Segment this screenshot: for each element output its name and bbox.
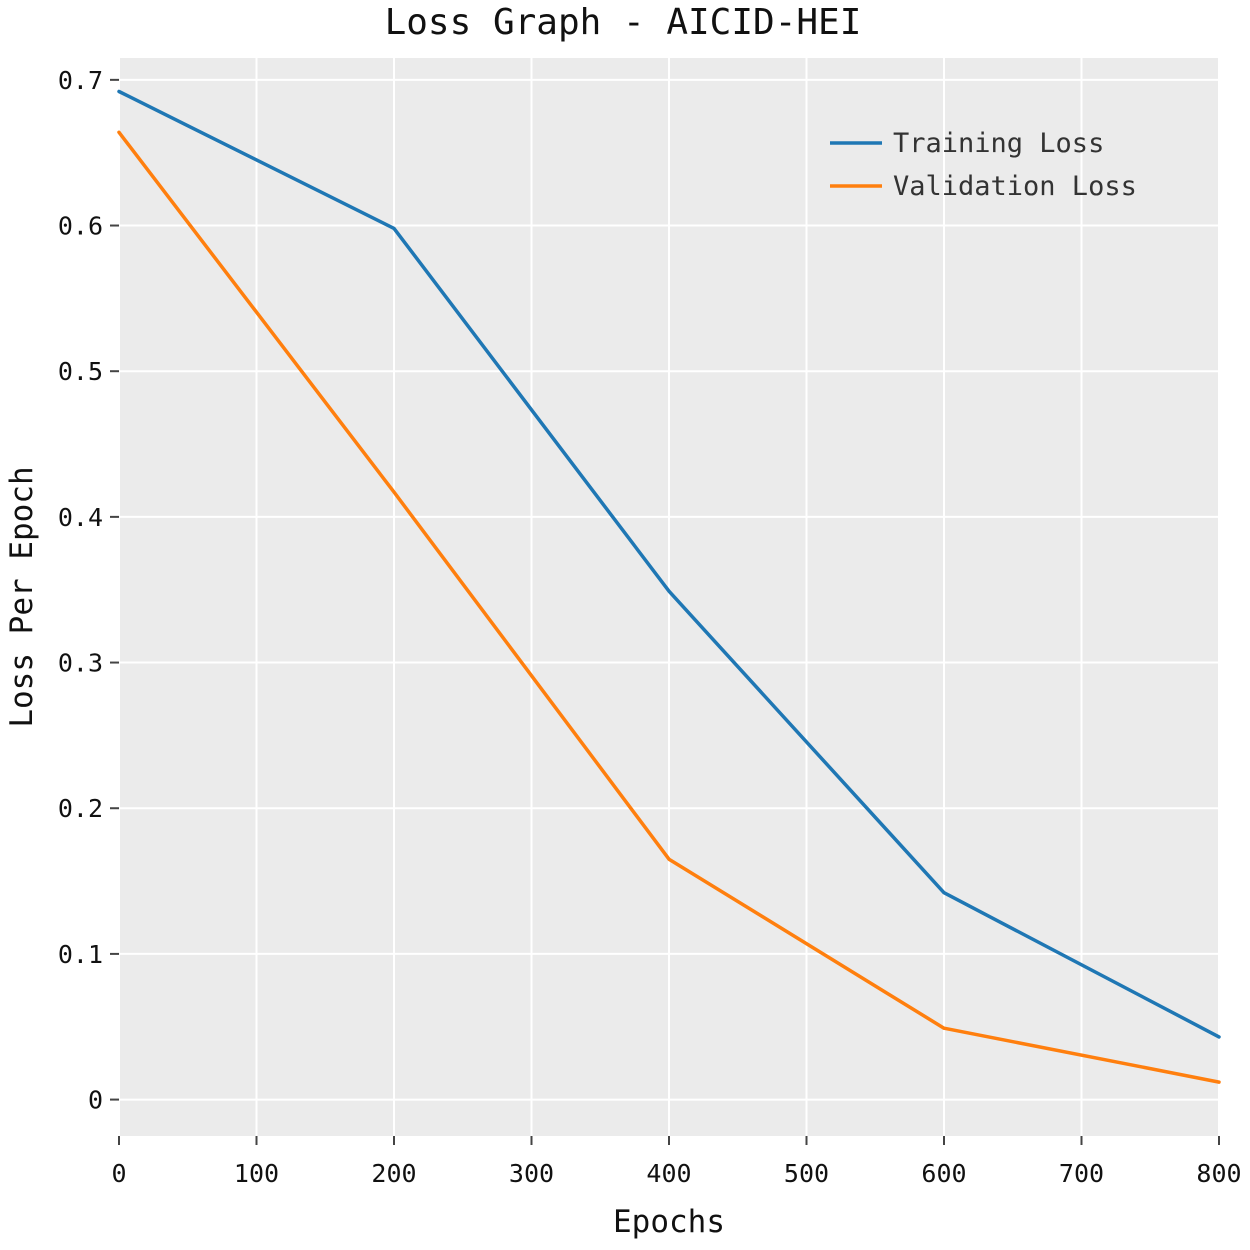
- y-tick-label: 0: [88, 1086, 103, 1115]
- axes: 0 100 200 300 400 500 600 700 800 0 0.1 0.2 0.3 0.4 0.…: [58, 66, 1242, 1188]
- data-point: [942, 1026, 946, 1030]
- data-point: [1217, 1080, 1221, 1084]
- data-point: [117, 130, 121, 134]
- data-point: [667, 589, 671, 593]
- data-point: [392, 490, 396, 494]
- data-point: [1217, 1035, 1221, 1039]
- series-lines: [117, 89, 1221, 1084]
- legend-label: Validation Loss: [893, 171, 1137, 202]
- x-tick-label: 300: [509, 1159, 554, 1188]
- grid: [118, 58, 1220, 1136]
- x-tick-label: 700: [1059, 1159, 1104, 1188]
- legend: Training Loss Validation Loss: [830, 128, 1137, 202]
- y-tick-label: 0.4: [58, 503, 103, 532]
- y-tick-label: 0.3: [58, 649, 103, 678]
- data-point: [667, 857, 671, 861]
- chart-title: Loss Graph - AICID-HEI: [385, 2, 862, 43]
- y-tick-label: 0.7: [58, 66, 103, 95]
- data-point: [942, 891, 946, 895]
- x-tick-label: 800: [1196, 1159, 1241, 1188]
- x-tick-label: 100: [234, 1159, 279, 1188]
- x-tick-label: 0: [111, 1159, 126, 1188]
- data-point: [117, 90, 121, 94]
- data-point: [392, 226, 396, 230]
- x-tick-label: 500: [784, 1159, 829, 1188]
- x-tick-label: 200: [371, 1159, 416, 1188]
- x-tick-label: 400: [646, 1159, 691, 1188]
- y-tick-label: 0.1: [58, 940, 103, 969]
- y-axis-title: Loss Per Epoch: [4, 466, 40, 727]
- y-tick-label: 0.2: [58, 794, 103, 823]
- y-tick-label: 0.6: [58, 212, 103, 241]
- x-axis-title: Epochs: [613, 1204, 725, 1240]
- y-tick-label: 0.5: [58, 357, 103, 386]
- legend-label: Training Loss: [893, 128, 1104, 159]
- x-tick-label: 600: [921, 1159, 966, 1188]
